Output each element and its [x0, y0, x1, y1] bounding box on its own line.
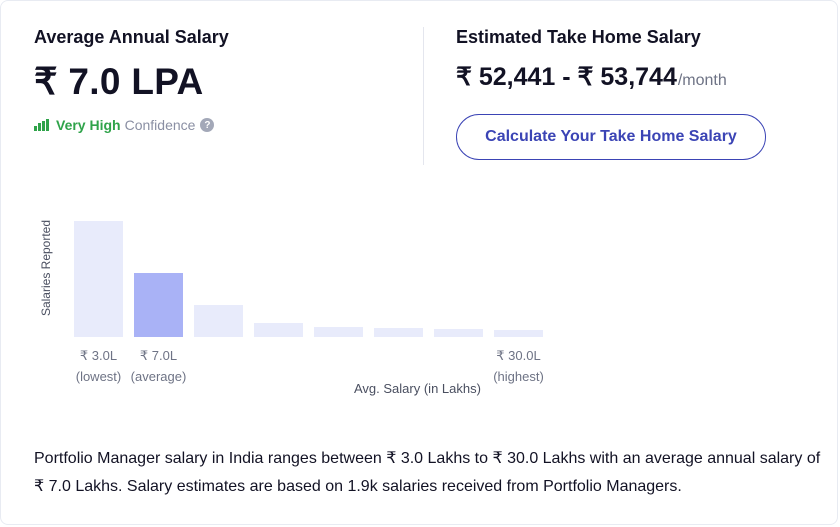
- confidence-level: Very High: [56, 117, 121, 133]
- take-home-unit: /month: [677, 72, 727, 89]
- tick-value: ₹ 7.0L: [139, 348, 178, 363]
- bar-5: [374, 328, 423, 337]
- bar-4: [314, 327, 363, 337]
- average-salary-value: ₹ 7.0 LPA: [34, 61, 204, 102]
- help-icon[interactable]: ?: [200, 118, 215, 132]
- tick-value: ₹ 30.0L: [496, 348, 541, 363]
- bar-3: [254, 323, 303, 337]
- tick-note: (highest): [493, 369, 544, 384]
- tick-label-1: ₹ 7.0L (average): [129, 345, 189, 387]
- tick-value: ₹ 3.0L: [79, 348, 118, 363]
- signal-bars-icon: [34, 119, 50, 131]
- bars-area: [74, 201, 554, 337]
- confidence-label: Confidence: [124, 117, 196, 133]
- calculate-take-home-button[interactable]: Calculate Your Take Home Salary: [456, 114, 766, 160]
- take-home-title: Estimated Take Home Salary: [456, 27, 701, 47]
- confidence-indicator: Very High Confidence ?: [34, 117, 414, 133]
- take-home-value: ₹ 52,441 - ₹ 53,744 /month: [456, 62, 826, 92]
- take-home-range: ₹ 52,441 - ₹ 53,744: [456, 63, 677, 91]
- bar-0: [74, 221, 123, 337]
- take-home-section: Estimated Take Home Salary ₹ 52,441 - ₹ …: [456, 27, 826, 160]
- bar-7: [494, 330, 543, 337]
- salary-distribution-chart: Salaries Reported ₹ 3.0L (lowest) ₹ 7.0L (a…: [31, 201, 561, 401]
- tick-label-0: ₹ 3.0L (lowest): [69, 345, 129, 387]
- tick-note: (lowest): [75, 369, 122, 384]
- bar-6: [434, 329, 483, 337]
- bar-2: [194, 305, 243, 337]
- tick-note: (average): [130, 369, 187, 384]
- salary-description: Portfolio Manager salary in India ranges…: [34, 450, 821, 495]
- average-salary-title: Average Annual Salary: [34, 27, 229, 47]
- x-axis-label: Avg. Salary (in Lakhs): [354, 381, 481, 396]
- tick-label-2: ₹ 30.0L (highest): [489, 345, 549, 387]
- bar-1: [134, 273, 183, 337]
- section-divider: [423, 27, 424, 165]
- average-salary-section: Average Annual Salary ₹ 7.0 LPA Very Hig…: [34, 27, 414, 133]
- y-axis-label: Salaries Reported: [39, 219, 53, 317]
